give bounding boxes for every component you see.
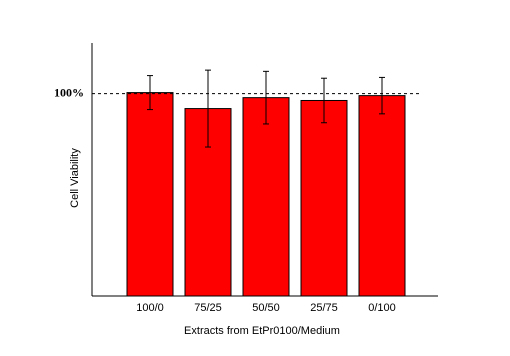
x-tick-label: 0/100: [368, 302, 396, 314]
x-tick-label: 100/0: [136, 302, 164, 314]
error-bar: [263, 70, 269, 125]
bar: [358, 95, 406, 297]
bar: [126, 92, 174, 297]
y-tick-label: 100%: [54, 85, 84, 99]
x-tick-label: 50/50: [252, 302, 280, 314]
bar: [242, 97, 290, 297]
error-bar: [321, 77, 327, 124]
bar: [300, 99, 348, 297]
y-axis-label: Cell Viability: [69, 148, 81, 208]
error-bar: [147, 75, 153, 111]
error-bar: [379, 76, 385, 115]
x-tick-label: 25/75: [310, 302, 338, 314]
error-bar: [205, 69, 211, 148]
x-axis-label: Extracts from EtPr0100/Medium: [184, 325, 340, 337]
x-tick-label: 75/25: [194, 302, 222, 314]
